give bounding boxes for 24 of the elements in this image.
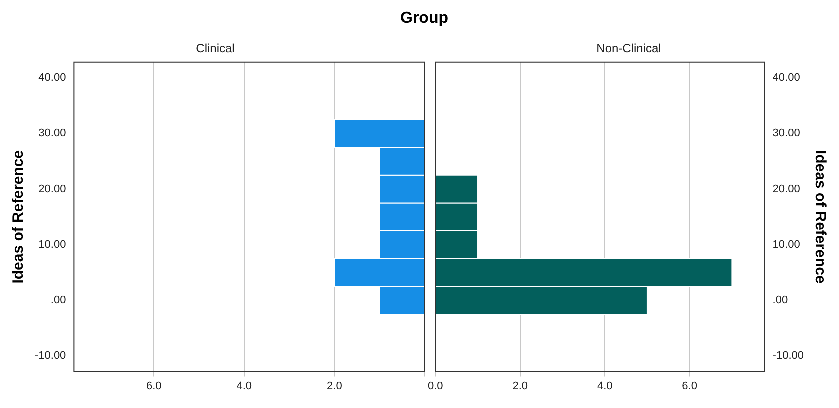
x-tick-label: 6.0 xyxy=(146,380,162,392)
x-tick-label: 4.0 xyxy=(597,380,613,392)
x-tick-label: 6.0 xyxy=(682,380,698,392)
chart-title: Group xyxy=(400,9,450,29)
y-axis-title: Ideas of Reference xyxy=(812,150,829,284)
y-tick-label: 30.00 xyxy=(772,128,800,140)
y-tick-label: 10.00 xyxy=(38,238,66,251)
y-tick-label: 20.00 xyxy=(38,183,66,196)
y-tick-label: -10.00 xyxy=(34,350,66,362)
x-tick-label: 4.0 xyxy=(236,380,252,392)
x-tick-label: 0.0 xyxy=(428,380,444,392)
y-tick-label: .00 xyxy=(50,294,66,307)
y-tick-label: 10.00 xyxy=(772,238,800,251)
y-tick-label: 30.00 xyxy=(38,128,66,140)
y-tick-label: 40.00 xyxy=(772,72,800,84)
y-tick-label: 40.00 xyxy=(38,72,66,84)
y-tick-label: -10.00 xyxy=(772,350,804,362)
x-tick-label: 2.0 xyxy=(512,380,528,392)
y-tick-label: .00 xyxy=(772,294,788,307)
chart-subtitle: Non-Clinical xyxy=(596,42,662,56)
y-axis-title: Ideas of Reference xyxy=(10,150,28,284)
chart-subtitle: Clinical xyxy=(196,42,235,56)
y-tick-label: 20.00 xyxy=(772,183,800,196)
x-tick-label: 2.0 xyxy=(327,380,342,392)
